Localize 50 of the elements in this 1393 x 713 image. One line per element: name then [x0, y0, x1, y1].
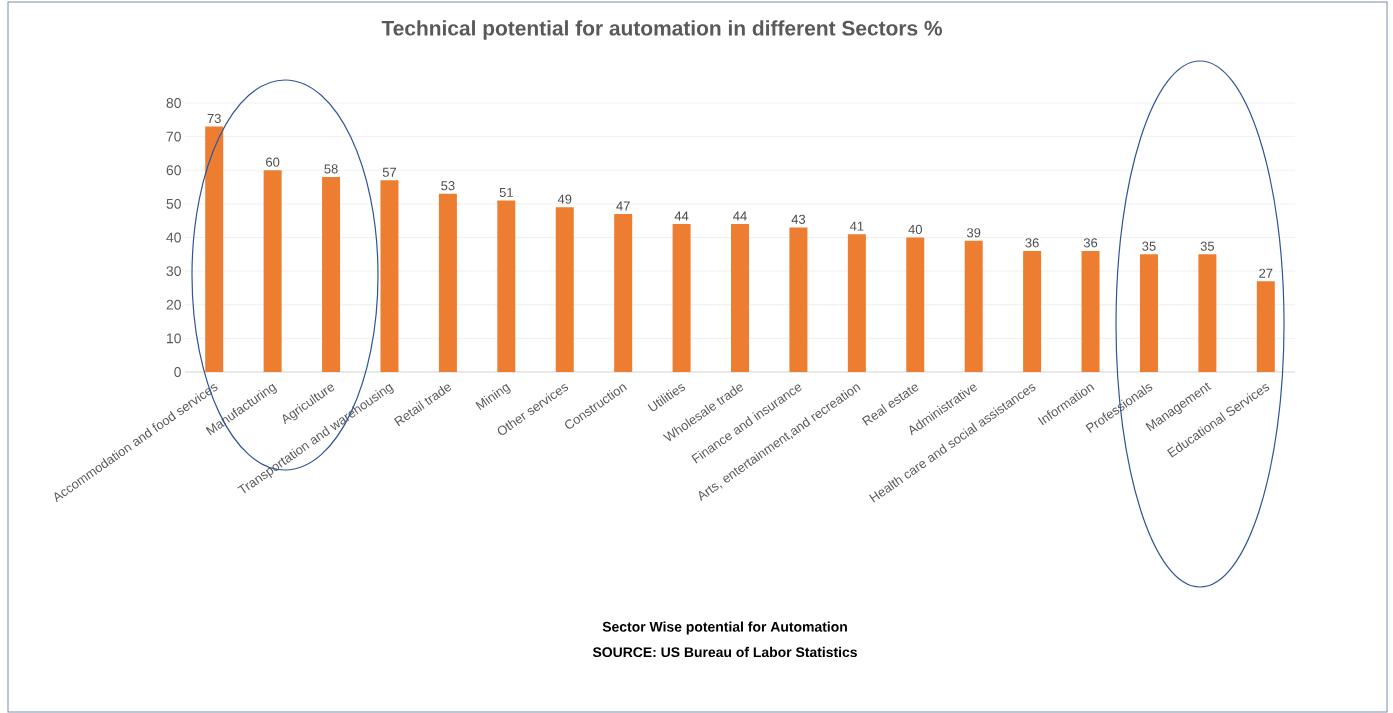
y-tick-label: 40 [166, 232, 181, 243]
y-tick-label: 20 [166, 299, 181, 310]
bar [1256, 281, 1275, 372]
bar [614, 213, 633, 372]
data-label: 49 [557, 194, 572, 204]
bar [672, 224, 691, 372]
data-label: 47 [616, 201, 630, 211]
chart-title: Technical potential for automation in different Sectors % [381, 20, 942, 40]
data-label: 35 [1200, 241, 1215, 251]
bar [1139, 254, 1158, 372]
bar [555, 207, 574, 372]
bar [1081, 250, 1100, 372]
y-tick-label: 80 [166, 98, 181, 108]
y-tick-label: 10 [167, 333, 181, 344]
y-tick-label: 70 [166, 131, 181, 142]
data-label: 36 [1083, 238, 1098, 248]
data-label: 43 [791, 214, 806, 224]
data-label: 35 [1142, 241, 1156, 251]
data-label: 41 [849, 221, 864, 231]
bar [205, 126, 224, 372]
data-label: 53 [441, 181, 455, 191]
bar [1023, 250, 1042, 372]
bar [1198, 254, 1217, 372]
bar [322, 176, 341, 372]
bar [438, 193, 457, 372]
bar [731, 224, 750, 372]
data-label: 44 [733, 211, 747, 221]
bar [789, 227, 808, 372]
source-note: SOURCE: US Bureau of Labor Statistics [592, 646, 857, 658]
y-tick-label: 30 [166, 266, 181, 277]
bar [497, 200, 516, 372]
data-label: 58 [324, 164, 338, 174]
data-label: 51 [499, 187, 513, 197]
data-label: 36 [1025, 238, 1039, 248]
y-tick-label: 60 [166, 165, 181, 176]
data-label: 57 [382, 167, 397, 177]
data-label: 44 [674, 211, 689, 221]
y-tick-label: 50 [166, 198, 181, 209]
data-label: 39 [967, 228, 981, 238]
data-label: 40 [908, 224, 922, 234]
text: Sector Wise potential for Automation [602, 621, 847, 635]
y-tick-label: 0 [174, 367, 181, 377]
data-label: 73 [207, 113, 221, 123]
bar [906, 237, 925, 372]
bar [380, 180, 399, 372]
bar [263, 170, 282, 372]
data-label: 27 [1259, 268, 1273, 278]
bar [964, 240, 983, 372]
data-label: 60 [266, 157, 280, 167]
bar [847, 234, 866, 372]
